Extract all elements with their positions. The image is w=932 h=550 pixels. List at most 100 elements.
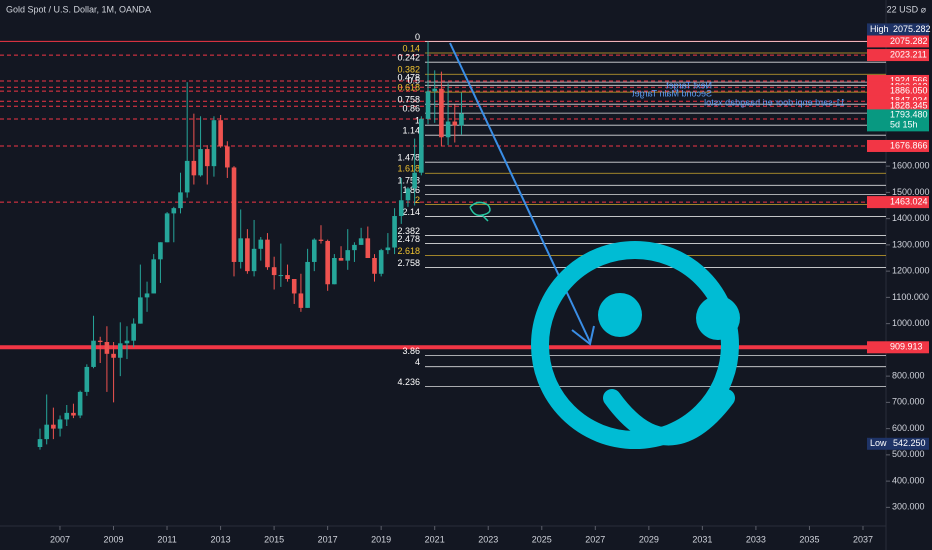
- price-tag-label: 1828.345: [890, 101, 928, 111]
- candle-body: [51, 424, 56, 429]
- fib-label: 2.382: [397, 226, 420, 236]
- y-tick-label: 1400.000: [892, 213, 930, 223]
- candle-body: [392, 216, 397, 248]
- candle-body: [412, 172, 417, 189]
- fib-label: 2: [415, 195, 420, 205]
- x-tick-label: 2007: [50, 534, 70, 544]
- fib-label: 1.86: [402, 185, 420, 195]
- doodle: [469, 201, 491, 222]
- candle-body: [385, 247, 391, 251]
- y-tick-label: 400.000: [892, 475, 925, 485]
- candle-body: [131, 323, 136, 341]
- candle-body: [419, 118, 424, 173]
- smiley-face: [531, 241, 739, 449]
- candle-body: [71, 412, 76, 416]
- y-tick-label: 600.000: [892, 423, 925, 433]
- candle-body: [352, 244, 357, 251]
- price-tag: [867, 100, 929, 113]
- candle-body: [372, 258, 377, 274]
- fib-label: 0.242: [397, 53, 420, 63]
- fib-label: 1.758: [397, 176, 420, 186]
- fib-label: 3.86: [402, 346, 420, 356]
- candle-body: [325, 240, 330, 285]
- candle-body: [44, 424, 49, 440]
- candle-body: [97, 340, 103, 343]
- y-tick-label: 1600.000: [892, 161, 930, 171]
- price-tag-label: 909.913: [890, 342, 923, 352]
- smiley-eye: [696, 296, 740, 340]
- fib-label: 2.14: [402, 207, 420, 217]
- candle-body: [191, 160, 197, 176]
- candle-body: [271, 267, 277, 276]
- candle-body: [64, 412, 70, 420]
- fib-label: 0.618: [397, 83, 420, 93]
- x-tick-label: 2015: [264, 534, 284, 544]
- smiley: [531, 241, 740, 449]
- fib-label: 2.618: [397, 246, 420, 256]
- candle-body: [84, 366, 90, 392]
- price-tag: [867, 139, 929, 152]
- price-tag-label: 1676.866: [890, 140, 928, 150]
- candle-body: [432, 88, 438, 92]
- candle-body: [124, 340, 130, 344]
- candle-body: [184, 160, 190, 193]
- fib-label: 0: [415, 32, 420, 42]
- candle-body: [144, 293, 150, 298]
- smiley-eye: [598, 293, 642, 337]
- x-tick-label: 2027: [585, 534, 605, 544]
- candle-body: [318, 239, 324, 241]
- countdown: 5d 15h: [890, 120, 918, 130]
- candle-body: [358, 238, 364, 245]
- candle-body: [171, 208, 177, 214]
- x-tick-label: 2017: [318, 534, 338, 544]
- y-tick-label: 1300.000: [892, 239, 930, 249]
- note: Second Main Target: [632, 88, 712, 98]
- candle-body: [405, 188, 411, 201]
- x-tick-label: 2029: [639, 534, 659, 544]
- candle-body: [425, 91, 431, 119]
- candle-body: [291, 279, 297, 294]
- fib-label: 1.478: [397, 153, 420, 163]
- fib-label: 2.758: [397, 258, 420, 268]
- candle-body: [238, 238, 243, 262]
- candle-body: [245, 238, 250, 272]
- fib-label: 0.5: [407, 76, 420, 86]
- candle-body: [198, 149, 203, 176]
- x-tick-label: 2011: [157, 534, 176, 544]
- y-tick-label: 1500.000: [892, 187, 930, 197]
- fib-label: 4: [415, 357, 420, 367]
- price-tag: [867, 109, 929, 132]
- candle-body: [459, 113, 464, 126]
- candle-body: [178, 192, 183, 209]
- extreme-name: Low: [870, 438, 887, 448]
- fib-label: 4.236: [397, 377, 420, 387]
- price-tag: [867, 49, 929, 62]
- arrow-head: [571, 325, 595, 346]
- candle-body: [278, 275, 284, 277]
- extreme-name: High: [870, 24, 889, 34]
- candle-body: [151, 259, 157, 294]
- price-tag-label: 2023.211: [890, 49, 927, 59]
- candle-body: [398, 200, 404, 217]
- x-tick-label: 2023: [478, 534, 498, 544]
- x-tick-label: 2035: [799, 534, 819, 544]
- y-tick-label: 1000.000: [892, 318, 930, 328]
- candle-body: [258, 239, 264, 249]
- candle-body: [218, 120, 223, 147]
- candle-body: [57, 419, 63, 429]
- candle-body: [311, 239, 317, 262]
- y-tick-label: 300.000: [892, 502, 925, 512]
- x-tick-label: 2009: [103, 534, 123, 544]
- candle-body: [285, 275, 290, 280]
- candle-body: [91, 340, 96, 367]
- candle-body: [211, 120, 217, 167]
- y-tick-label: 500.000: [892, 449, 925, 459]
- candle-body: [305, 261, 310, 308]
- x-tick-label: 2025: [532, 534, 552, 544]
- candle-body: [251, 248, 257, 272]
- candle-body: [117, 343, 123, 358]
- fib-label: 0.758: [397, 95, 420, 105]
- price-tag: [867, 341, 929, 354]
- candle-body: [104, 342, 110, 354]
